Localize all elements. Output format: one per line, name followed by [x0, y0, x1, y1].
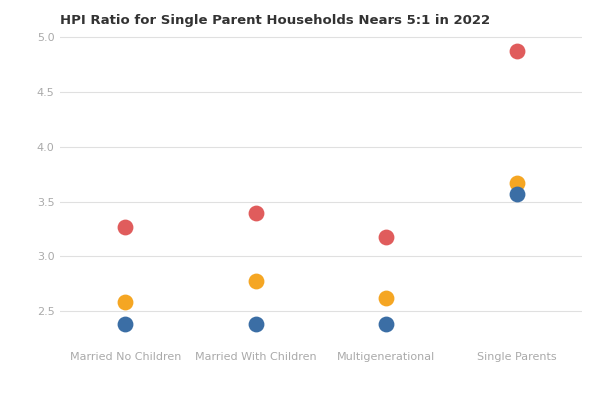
- Point: [121, 224, 130, 230]
- Point: [512, 48, 521, 54]
- Point: [251, 321, 260, 328]
- Text: HPI Ratio for Single Parent Households Nears 5:1 in 2022: HPI Ratio for Single Parent Households N…: [60, 14, 490, 27]
- Point: [121, 321, 130, 328]
- Point: [382, 234, 391, 240]
- Point: [382, 321, 391, 328]
- Point: [251, 210, 260, 216]
- Point: [121, 299, 130, 306]
- Point: [512, 191, 521, 197]
- Point: [251, 277, 260, 284]
- Point: [512, 180, 521, 186]
- Point: [382, 295, 391, 301]
